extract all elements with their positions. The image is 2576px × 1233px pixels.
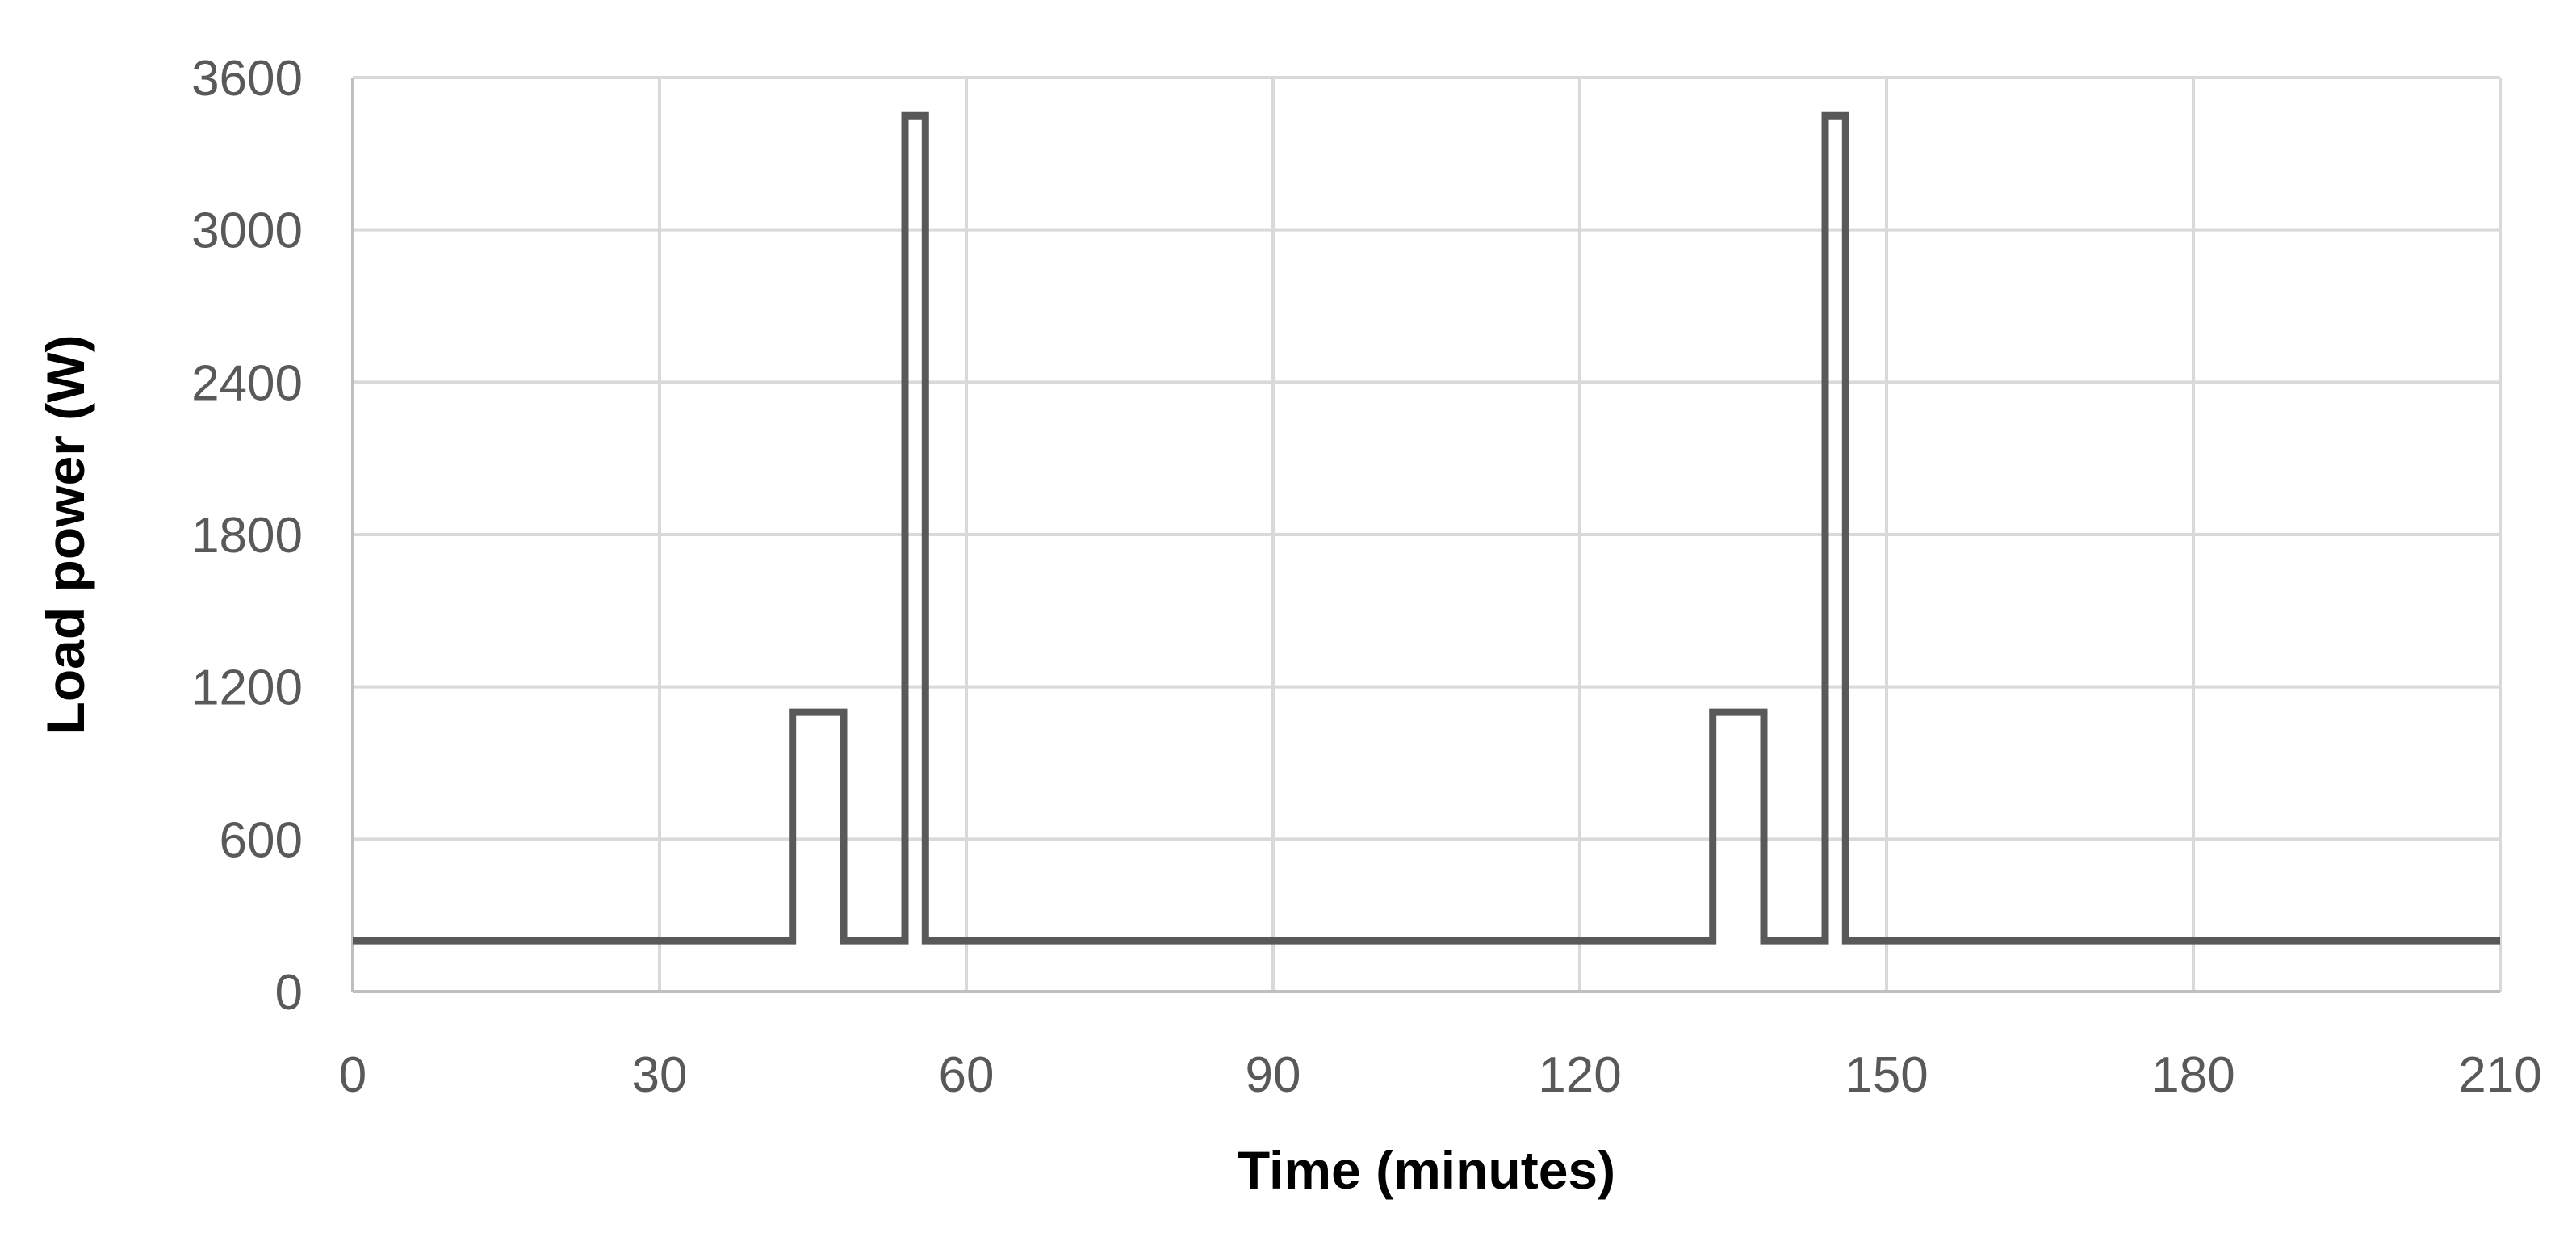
- y-tick-label: 0: [275, 965, 303, 1021]
- y-tick-label: 2400: [191, 355, 303, 411]
- y-tick-labels: 0 600 1200 1800 2400 3000 3600: [191, 51, 303, 1021]
- y-tick-label: 1800: [191, 508, 303, 564]
- x-axis-title: Time (minutes): [1238, 1140, 1615, 1200]
- gridlines: [353, 76, 2502, 992]
- x-tick-label: 0: [339, 1047, 367, 1103]
- y-axis-title: Load power (W): [36, 335, 95, 735]
- y-tick-label: 3000: [191, 203, 303, 259]
- series-line: [353, 111, 2500, 945]
- x-tick-label: 120: [1538, 1047, 1621, 1103]
- y-tick-label: 600: [220, 812, 303, 868]
- x-tick-label: 180: [2151, 1047, 2235, 1103]
- y-tick-label: 3600: [191, 51, 303, 107]
- x-tick-label: 60: [939, 1047, 995, 1103]
- x-tick-label: 150: [1845, 1047, 1928, 1103]
- axes: [351, 78, 2500, 993]
- series: [353, 111, 2500, 945]
- x-tick-label: 90: [1246, 1047, 1301, 1103]
- x-tick-label: 30: [632, 1047, 688, 1103]
- x-tick-labels: 0 30 60 90 120 150 180 210: [339, 1047, 2542, 1103]
- x-tick-label: 210: [2458, 1047, 2541, 1103]
- y-tick-label: 1200: [191, 661, 303, 716]
